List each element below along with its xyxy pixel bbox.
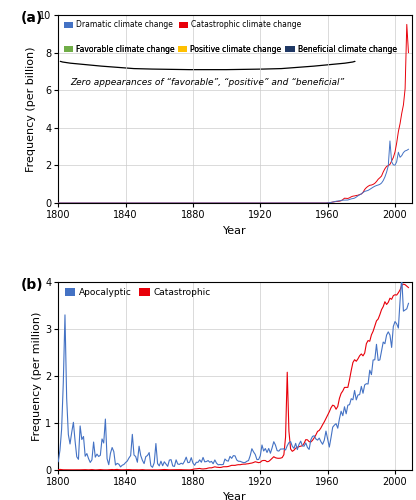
- Y-axis label: Frequency (per billion): Frequency (per billion): [26, 46, 36, 172]
- Legend: Apocalyptic, Catastrophic: Apocalyptic, Catastrophic: [63, 286, 213, 299]
- Text: (a): (a): [21, 11, 43, 25]
- Legend: Favorable climate change, Positive climate change, Beneficial climate change: Favorable climate change, Positive clima…: [62, 44, 398, 56]
- X-axis label: Year: Year: [223, 226, 247, 235]
- Y-axis label: Frequency (per million): Frequency (per million): [32, 312, 42, 440]
- Text: Zero appearances of “favorable”, “positive” and “beneficial”: Zero appearances of “favorable”, “positi…: [71, 78, 345, 88]
- X-axis label: Year: Year: [223, 492, 247, 500]
- Text: (b): (b): [21, 278, 44, 292]
